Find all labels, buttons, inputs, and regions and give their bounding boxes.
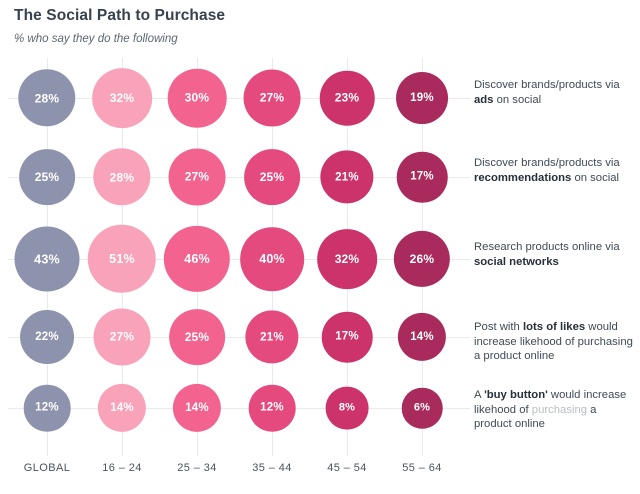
series-description-label: Research products online via social netw…	[474, 241, 620, 268]
chart-subtitle: % who say they do the following	[14, 33, 178, 45]
x-axis-tick-global: GLOBAL	[23, 462, 71, 474]
bubble-data-point: 8%	[325, 386, 369, 430]
bubble-data-point: 32%	[317, 229, 377, 289]
gridline-horizontal	[8, 336, 470, 338]
bubble-data-point: 22%	[20, 310, 74, 364]
bubble-data-point: 6%	[401, 387, 443, 429]
bubble-data-point: 32%	[92, 68, 152, 128]
bubble-data-point: 14%	[172, 383, 222, 433]
bubble-data-point: 27%	[93, 308, 151, 366]
bubble-data-point: 43%	[14, 226, 80, 292]
gridline-horizontal	[8, 258, 470, 260]
bubble-data-point: 14%	[397, 312, 447, 362]
bubble-data-point: 28%	[93, 148, 151, 206]
series-description-label: A 'buy button' would increase likehood o…	[474, 389, 627, 431]
bubble-data-point: 27%	[168, 148, 226, 206]
bubble-data-point: 28%	[18, 69, 76, 127]
bubble-data-point: 23%	[319, 70, 375, 126]
bubble-data-point: 12%	[248, 384, 296, 432]
bubble-data-point: 30%	[167, 68, 227, 128]
bubble-data-point: 51%	[87, 224, 157, 294]
bubble-data-point: 14%	[97, 383, 147, 433]
bubble-data-point: 19%	[396, 72, 448, 124]
x-axis-tick-16-24: 16 – 24	[102, 462, 142, 474]
bubble-data-point: 25%	[169, 309, 225, 365]
x-axis-tick-55-64: 55 – 64	[402, 462, 442, 474]
x-axis-tick-35-44: 35 – 44	[252, 462, 292, 474]
bubble-data-point: 21%	[320, 150, 374, 204]
gridline-horizontal	[8, 97, 470, 99]
bubble-data-point: 46%	[163, 225, 231, 293]
series-description-label: Discover brands/products via ads on soci…	[474, 79, 620, 106]
bubble-data-point: 12%	[23, 384, 71, 432]
bubble-chart-plot-area: 28% 32% 30% 27% 23% 19% Discover brands/produc…	[0, 58, 640, 458]
x-axis-tick-25-34: 25 – 34	[177, 462, 217, 474]
bubble-data-point: 25%	[19, 149, 75, 205]
series-description-label: Discover brands/products via recommendat…	[474, 157, 620, 184]
bubble-data-point: 27%	[243, 69, 301, 127]
x-axis-tick-45-54: 45 – 54	[327, 462, 367, 474]
series-description-label: Post with lots of likes would increase l…	[474, 321, 633, 363]
bubble-data-point: 17%	[396, 151, 448, 203]
gridline-horizontal	[8, 407, 470, 409]
bubble-data-point: 21%	[245, 310, 299, 364]
bubble-data-point: 25%	[244, 149, 300, 205]
bubble-data-point: 17%	[321, 311, 373, 363]
gridline-horizontal	[8, 176, 470, 178]
bubble-data-point: 40%	[240, 227, 304, 291]
chart-header: The Social Path to Purchase % who say th…	[14, 6, 474, 47]
page-title: The Social Path to Purchase	[14, 7, 226, 24]
bubble-data-point: 26%	[393, 230, 451, 288]
x-axis-tick-labels: GLOBAL 16 – 24 25 – 34 35 – 44 45 – 54 55 – 6…	[0, 462, 640, 492]
